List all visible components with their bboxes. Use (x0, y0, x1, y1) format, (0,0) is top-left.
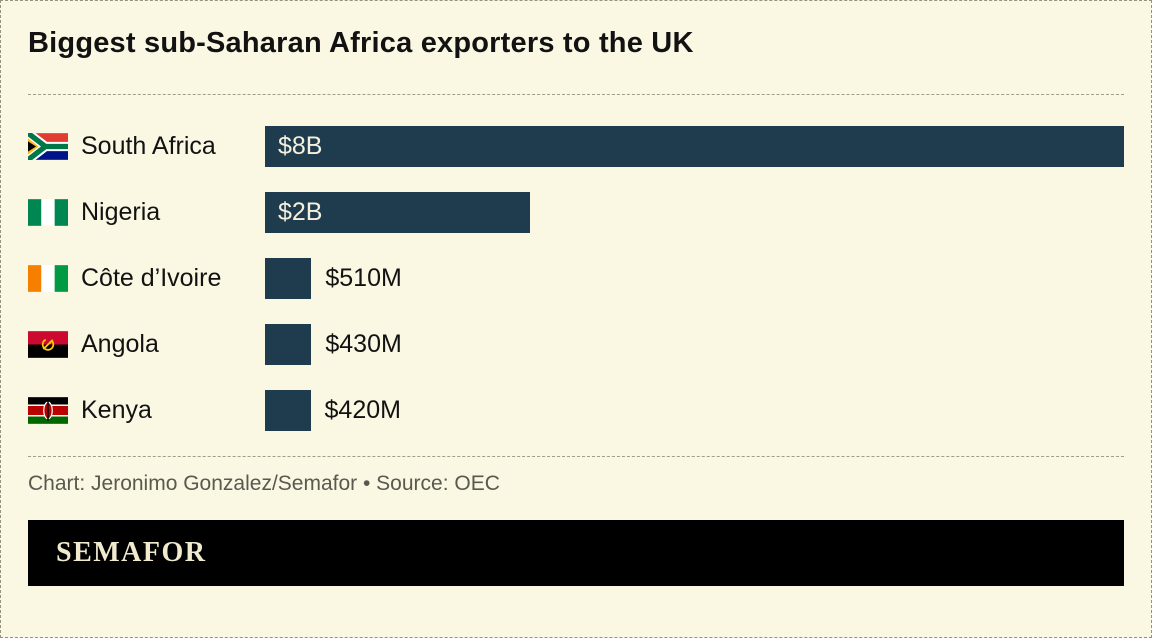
chart-row-cote-divoire: Côte d’Ivoire $510M (28, 245, 1124, 311)
value-label: $510M (325, 263, 402, 292)
separator-top (28, 94, 1124, 95)
bar-track: $8B (265, 125, 1124, 167)
country-label: South Africa (81, 131, 216, 160)
country-cell: Côte d’Ivoire (28, 264, 265, 293)
angola-flag-icon (28, 330, 68, 358)
kenya-flag-icon (28, 396, 68, 424)
chart-row-kenya: Kenya $420M (28, 377, 1124, 443)
bar-south-africa: $8B (265, 125, 1124, 167)
country-cell: Angola (28, 330, 265, 359)
bar-cote-divoire (265, 257, 312, 299)
country-label: Kenya (81, 395, 152, 424)
country-cell: Nigeria (28, 198, 265, 227)
south-africa-flag-icon (28, 132, 68, 160)
bar-nigeria: $2B (265, 191, 530, 233)
separator-bottom (28, 456, 1124, 457)
chart-row-angola: Angola $430M (28, 311, 1124, 377)
value-label: $8B (278, 131, 323, 160)
bar-track: $2B (265, 191, 1124, 233)
page-title: Biggest sub-Saharan Africa exporters to … (28, 27, 694, 59)
chart-row-nigeria: Nigeria $2B (28, 179, 1124, 245)
value-label: $430M (325, 329, 402, 358)
bar-track: $420M (265, 389, 1124, 431)
nigeria-flag-icon (28, 198, 68, 226)
country-cell: Kenya (28, 396, 265, 425)
value-label: $2B (278, 197, 323, 226)
country-cell: South Africa (28, 132, 265, 161)
chart-row-south-africa: South Africa $8B (28, 113, 1124, 179)
country-label: Nigeria (81, 197, 161, 226)
bar-track: $510M (265, 257, 1124, 299)
cote-divoire-flag-icon (28, 264, 68, 292)
bar-chart: South Africa $8B Nigeria $2B (28, 113, 1124, 443)
footer-bar: SEMAFOR (28, 520, 1124, 586)
semafor-logo: SEMAFOR (56, 537, 207, 568)
chart-credit: Chart: Jeronimo Gonzalez/Semafor • Sourc… (28, 472, 500, 495)
value-label: $420M (324, 395, 401, 424)
bar-angola (265, 323, 312, 365)
country-label: Côte d’Ivoire (81, 263, 222, 292)
country-label: Angola (81, 329, 159, 358)
bar-kenya (265, 389, 311, 431)
bar-track: $430M (265, 323, 1124, 365)
